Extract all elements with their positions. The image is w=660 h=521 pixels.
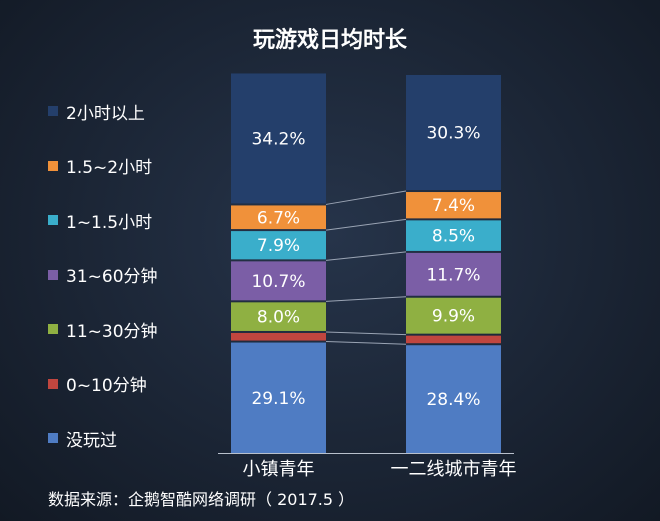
connector-line: [325, 251, 407, 261]
data-label: 6.7%: [257, 208, 300, 228]
bar-segment: [231, 205, 326, 230]
legend-swatch: [48, 160, 58, 171]
bar-segment: [231, 231, 326, 260]
legend-label: 0~10分钟: [66, 376, 147, 397]
data-label: 7.9%: [257, 236, 300, 256]
data-label: 7.4%: [432, 196, 475, 216]
bar-segment: [406, 335, 501, 344]
legend-item: 1~1.5小时: [48, 193, 228, 248]
connector-line: [325, 190, 407, 205]
data-label: 34.2%: [251, 129, 305, 149]
data-label: 30.3%: [426, 124, 480, 144]
legend-label: 1~1.5小时: [66, 212, 153, 233]
legend-label: 没玩过: [66, 430, 117, 451]
data-label: 9.9%: [432, 307, 475, 327]
legend-item: 没玩过: [48, 411, 228, 466]
chart-title: 玩游戏日均时长: [252, 28, 407, 53]
connector-line: [325, 331, 407, 336]
bar-segment: [231, 73, 326, 204]
bar-segment: [406, 297, 501, 334]
legend-label: 2小时以上: [66, 103, 145, 124]
bar-segment: [406, 220, 501, 251]
legend-label: 31~60分钟: [66, 267, 158, 288]
bar-segment: [406, 192, 501, 219]
chart-legend: 2小时以上 1.5~2小时 1~1.5小时 31~60分钟 11~30分钟 0~10分钟没…: [48, 84, 228, 466]
category-label: 一二线城市青年: [391, 459, 517, 480]
connector-line: [325, 341, 407, 345]
category-label: 小镇青年: [243, 459, 315, 480]
bar-segment: [406, 74, 501, 191]
legend-swatch: [48, 106, 58, 117]
bar-segment: [406, 345, 501, 453]
legend-swatch: [48, 215, 58, 226]
legend-item: 31~60分钟: [48, 248, 228, 303]
legend-swatch: [48, 378, 58, 389]
data-label: 8.0%: [257, 308, 300, 328]
legend-swatch: [48, 269, 58, 280]
data-label: 11.7%: [426, 265, 480, 285]
legend-swatch: [48, 433, 58, 444]
legend-item: 0~10分钟: [48, 357, 228, 412]
legend-item: 1.5~2小时: [48, 139, 228, 194]
bar-segment: [231, 342, 326, 453]
bar-segment: [231, 332, 326, 341]
data-label: 8.5%: [432, 227, 475, 247]
data-label: 10.7%: [251, 272, 305, 292]
data-label: 28.4%: [426, 390, 480, 410]
bar-segment: [406, 252, 501, 296]
legend-item: 2小时以上: [48, 84, 228, 139]
data-label: 29.1%: [251, 389, 305, 409]
bar-segment: [231, 302, 326, 331]
legend-swatch: [48, 324, 58, 335]
connector-line: [325, 296, 407, 302]
bar-segment: [231, 261, 326, 301]
legend-label: 1.5~2小时: [66, 158, 153, 179]
legend-label: 11~30分钟: [66, 321, 158, 342]
data-source-note: 数据来源：企鹅智酷网络调研（ 2017.5 ）: [48, 490, 355, 509]
legend-item: 11~30分钟: [48, 302, 228, 357]
connector-line: [325, 218, 407, 231]
